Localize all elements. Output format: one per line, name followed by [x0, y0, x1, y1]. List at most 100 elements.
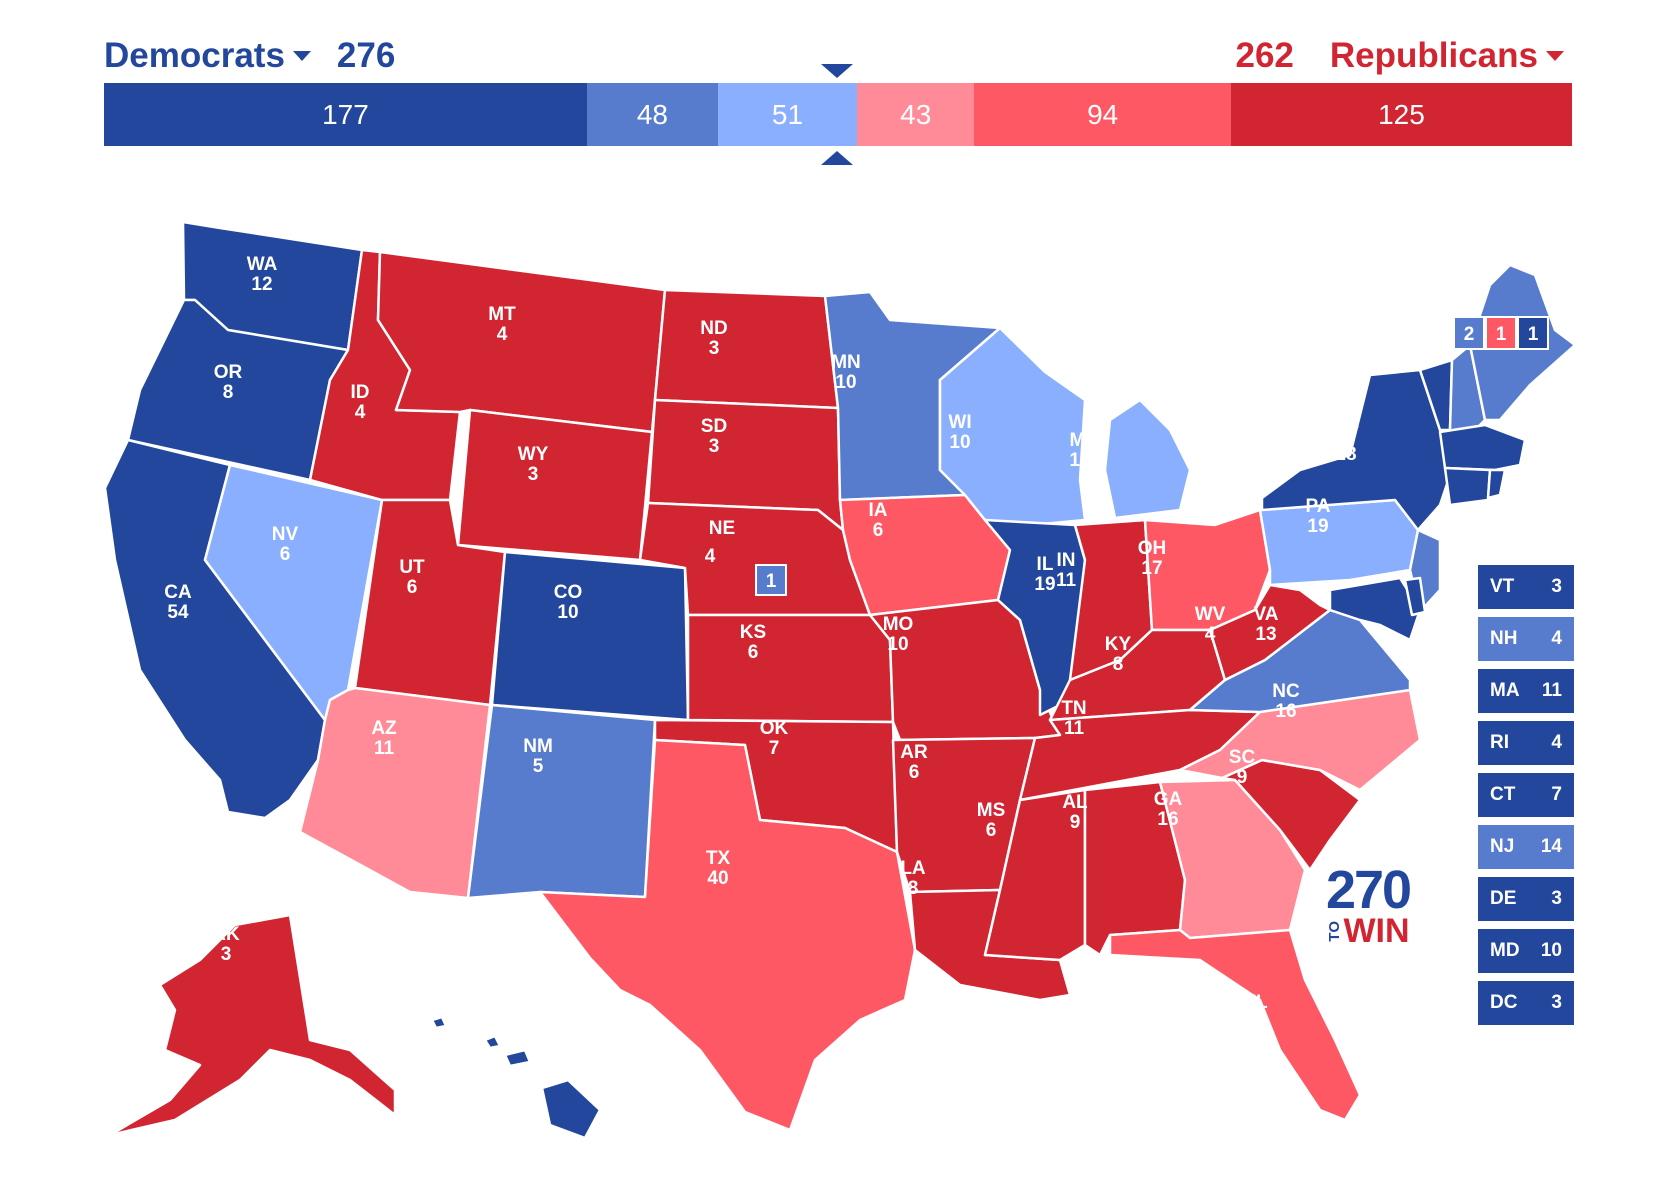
bar-segment-likely-dem: 48 [586, 83, 718, 146]
small-state-ev: 4 [1551, 732, 1562, 753]
small-state-ct[interactable]: CT 7 [1478, 773, 1574, 817]
state-pa[interactable] [1258, 498, 1420, 587]
state-wv[interactable] [1208, 583, 1332, 682]
small-state-nj[interactable]: NJ 14 [1478, 825, 1574, 869]
state-label-wi: WI 10 [948, 412, 971, 453]
small-state-abbr: DC [1490, 992, 1518, 1013]
state-label-tn: TN 11 [1061, 698, 1086, 739]
state-label-or: OR 8 [214, 362, 243, 403]
state-label-sd: SD 3 [701, 416, 727, 457]
small-state-ev: 14 [1540, 836, 1562, 857]
state-ri[interactable] [1486, 468, 1507, 500]
state-label-ak: AK 3 [212, 924, 240, 965]
state-label-az: AZ 11 [371, 718, 397, 759]
majority-marker-top-icon [821, 64, 853, 78]
small-state-ev: 7 [1551, 784, 1562, 805]
bar-segment-lean-dem: 51 [717, 83, 858, 146]
logo-number: 270 [1325, 860, 1412, 920]
small-state-abbr: VT [1490, 576, 1515, 597]
republicans-total: 262 [1235, 36, 1294, 75]
state-label-me: ME [1425, 289, 1454, 310]
state-nc[interactable] [1178, 688, 1422, 792]
state-label-la: LA 8 [900, 858, 926, 899]
state-wy[interactable] [456, 408, 654, 562]
state-mi[interactable] [1103, 398, 1192, 520]
ne-district-box[interactable]: 1 [755, 564, 787, 596]
state-hi[interactable] [430, 1015, 602, 1140]
state-label-ky: KY 8 [1105, 634, 1132, 675]
state-mt[interactable] [376, 250, 667, 434]
state-fl[interactable] [1108, 928, 1362, 1122]
small-state-md[interactable]: MD 10 [1478, 929, 1574, 973]
state-label-nv: NV 6 [272, 524, 299, 565]
small-state-ri[interactable]: RI 4 [1478, 721, 1574, 765]
small-state-ma[interactable]: MA 11 [1478, 669, 1574, 713]
state-label-wy: WY 3 [518, 444, 549, 485]
small-state-abbr: NJ [1490, 836, 1515, 857]
small-state-dc[interactable]: DC 3 [1478, 981, 1574, 1025]
state-label-nc: NC 16 [1272, 681, 1300, 722]
state-label-mo: MO 10 [883, 614, 914, 655]
chevron-down-icon[interactable] [1546, 51, 1564, 61]
svg-text:1: 1 [1496, 324, 1507, 345]
small-state-abbr: MD [1490, 940, 1520, 961]
state-label-tx: TX 40 [706, 848, 731, 889]
state-ma[interactable] [1438, 423, 1527, 472]
democrats-header[interactable]: Democrats 276 [104, 34, 395, 78]
republicans-header[interactable]: 262 Republicans [1235, 34, 1564, 78]
state-de[interactable] [1403, 576, 1427, 617]
state-tx[interactable] [538, 738, 917, 1132]
me-district-box-1[interactable]: 2 [1453, 316, 1485, 350]
republicans-label[interactable]: Republicans [1329, 36, 1538, 75]
small-state-de[interactable]: DE 3 [1478, 877, 1574, 921]
state-label-nm: NM 5 [523, 736, 553, 777]
svg-text:1: 1 [766, 571, 777, 592]
bar-segment-safe-dem: 177 [104, 83, 587, 146]
small-state-abbr: DE [1490, 888, 1517, 909]
state-md[interactable] [1328, 576, 1422, 642]
state-label-mt: MT 4 [488, 304, 516, 345]
small-state-ev: 11 [1541, 680, 1562, 701]
state-label-sc: SC 9 [1229, 747, 1256, 788]
bar-segment-safe-rep: 125 [1230, 83, 1572, 146]
state-ak[interactable] [108, 913, 397, 1137]
small-state-abbr: CT [1490, 784, 1516, 805]
state-co[interactable] [490, 550, 690, 722]
state-label-mn: MN 10 [831, 352, 861, 393]
chevron-down-icon[interactable] [292, 51, 311, 61]
small-state-ev: 3 [1551, 992, 1562, 1013]
me-district-box-2[interactable]: 1 [1485, 316, 1517, 350]
state-ct[interactable] [1443, 466, 1492, 507]
logo-win: WIN [1343, 912, 1410, 950]
270towin-logo: 270 TO WIN [1318, 860, 1418, 950]
state-label-il: IL 19 [1034, 554, 1055, 595]
state-label-ar: AR 6 [900, 742, 928, 783]
democrats-total: 276 [336, 36, 396, 75]
state-label-id: ID 4 [351, 382, 370, 423]
state-label-ca: CA 54 [164, 582, 192, 623]
small-state-ev: 3 [1551, 888, 1562, 909]
me-district-box-3[interactable]: 1 [1517, 316, 1549, 350]
state-wi[interactable] [938, 326, 1087, 530]
state-nm[interactable] [466, 703, 657, 900]
state-nd[interactable] [653, 288, 840, 410]
bar-segment-likely-rep: 94 [974, 83, 1231, 146]
state-label-ms: MS 6 [977, 800, 1006, 841]
state-label-ut: UT 6 [399, 557, 425, 598]
state-label-fl: FL 30 [1244, 992, 1268, 1033]
state-label-ok: OK 7 [760, 718, 789, 759]
small-state-vt[interactable]: VT 3 [1478, 565, 1574, 609]
democrats-label[interactable]: Democrats [104, 36, 285, 75]
svg-text:2: 2 [1464, 324, 1475, 345]
state-label-in: IN 11 [1056, 550, 1077, 591]
majority-marker-bottom-icon [821, 151, 853, 165]
small-state-ev: 4 [1551, 628, 1562, 649]
state-label-pa: PA 19 [1306, 496, 1331, 537]
state-label-nd: ND 3 [700, 318, 727, 359]
state-label-ia: IA 6 [869, 500, 888, 541]
state-label-wa: WA 12 [247, 254, 278, 295]
state-ks[interactable] [686, 613, 895, 724]
state-label-ga: GA 16 [1154, 789, 1183, 830]
small-state-nh[interactable]: NH 4 [1478, 617, 1574, 661]
small-state-ev: 3 [1551, 576, 1562, 597]
